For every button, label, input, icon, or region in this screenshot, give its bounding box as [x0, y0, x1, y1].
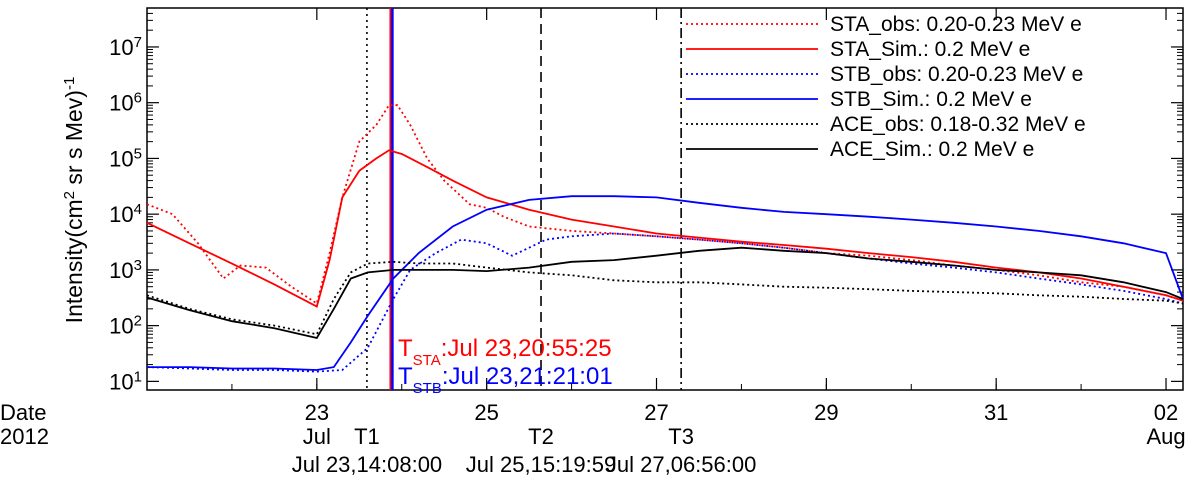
legend-label: STB_Sim.: 0.2 MeV e [830, 88, 1032, 111]
y-axis-title-mid: sr s Mev) [61, 90, 87, 191]
vline-label: T1 [354, 424, 380, 449]
legend-label: STB_obs: 0.20-0.23 MeV e [830, 63, 1083, 86]
y-tick-exp: 7 [134, 33, 142, 50]
y-tick-base: 10 [109, 369, 133, 394]
y-tick-base: 10 [109, 146, 133, 171]
legend-label: STA_obs: 0.20-0.23 MeV e [830, 13, 1082, 36]
x-tick-label: 02 [1154, 400, 1178, 425]
legend-label: STA_Sim.: 0.2 MeV e [830, 38, 1030, 61]
x-axis-year-label: 2012 [0, 424, 49, 449]
annotation-sta-T: T [398, 335, 413, 362]
series-group [146, 104, 1184, 373]
y-axis-title-sup2: -1 [61, 77, 78, 90]
vertical-markers: T1 Jul 23,14:08:00 T2 Jul 25,15:19:59 T3 Jul … [292, 8, 756, 477]
series-line-5 [146, 246, 1184, 340]
vline-time: Jul 27,06:56:00 [606, 452, 756, 477]
annotation-stb-time: TSTB:Jul 23,21:21:01 [398, 363, 613, 397]
y-tick-label: 104 [109, 201, 142, 228]
x-tick-sublabel: Aug [1146, 424, 1185, 449]
vline-label: T3 [668, 424, 694, 449]
x-tick-label: 25 [474, 400, 498, 425]
legend-label: ACE_Sim.: 0.2 MeV e [830, 138, 1034, 161]
y-tick-label: 106 [109, 89, 142, 116]
plot-frame [146, 7, 1184, 391]
y-tick-label: 103 [109, 256, 142, 283]
annotation-stb-sub: STB [413, 380, 442, 397]
y-tick-label: 101 [109, 368, 142, 395]
series-line-4 [146, 260, 1184, 336]
x-tick-sublabel: Jul [303, 424, 331, 449]
x-tick-label: 27 [644, 400, 668, 425]
series-line-1 [146, 149, 1184, 308]
x-axis-date-label: Date [0, 400, 46, 425]
y-tick-exp: 6 [134, 89, 142, 106]
y-tick-exp: 3 [134, 256, 142, 273]
legend-label: ACE_obs: 0.18-0.32 MeV e [830, 113, 1086, 136]
y-tick-exp: 1 [134, 368, 142, 385]
y-tick-base: 10 [109, 202, 133, 227]
annotation-stb-text: :Jul 23,21:21:01 [442, 363, 613, 390]
y-tick-base: 10 [109, 91, 133, 116]
y-tick-label: 107 [109, 33, 142, 60]
annotation-sta-time: TSTA:Jul 23,20:55:25 [398, 335, 612, 369]
y-tick-exp: 2 [134, 312, 142, 329]
annotation-sta-sub: STA [413, 352, 441, 369]
vline-label: T2 [528, 424, 554, 449]
vline-time: Jul 25,15:19:59 [466, 452, 616, 477]
annotation-sta-text: :Jul 23,20:55:25 [441, 335, 612, 362]
vline-time: Jul 23,14:08:00 [292, 452, 442, 477]
y-axis-title-main: Intensity(cm [61, 199, 87, 323]
annotation-stb-T: T [398, 363, 413, 390]
x-tick-label: 23 [305, 400, 329, 425]
series-line-3 [147, 195, 1184, 371]
y-tick-label: 102 [109, 312, 142, 339]
x-tick-label: 31 [984, 400, 1008, 425]
y-tick-base: 10 [109, 258, 133, 283]
y-tick-label: 105 [109, 145, 142, 172]
y-tick-exp: 5 [134, 145, 142, 162]
y-tick-base: 10 [109, 35, 133, 60]
y-axis-title-sup1: 2 [61, 191, 78, 199]
y-axis-title: Intensity(cm2 sr s Mev)-1 [61, 77, 88, 324]
y-tick-base: 10 [109, 314, 133, 339]
y-tick-exp: 4 [134, 201, 142, 218]
series-line-2 [146, 232, 1184, 373]
x-tick-label: 29 [814, 400, 838, 425]
